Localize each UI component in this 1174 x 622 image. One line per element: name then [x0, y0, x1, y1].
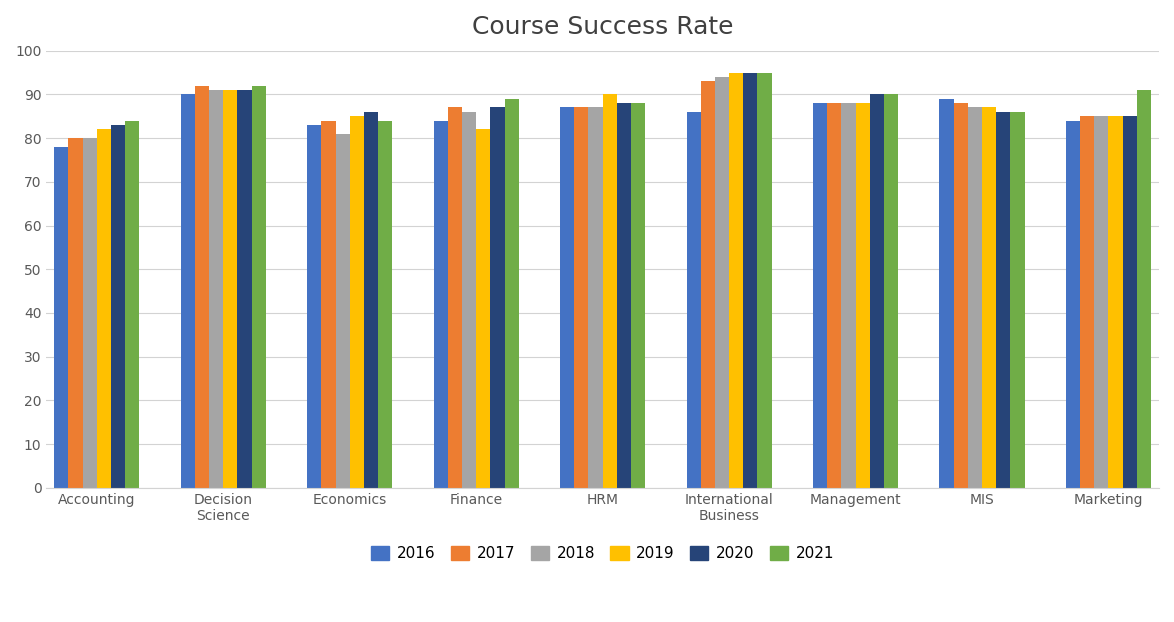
Bar: [1136, 90, 1151, 488]
Bar: [602, 95, 616, 488]
Bar: [812, 103, 828, 488]
Bar: [1080, 116, 1094, 488]
Bar: [1122, 116, 1136, 488]
Bar: [715, 77, 729, 488]
Bar: [463, 112, 477, 488]
Bar: [757, 73, 771, 488]
Bar: [743, 73, 757, 488]
Bar: [630, 103, 646, 488]
Bar: [195, 86, 209, 488]
Bar: [350, 116, 364, 488]
Bar: [447, 108, 463, 488]
Bar: [588, 108, 602, 488]
Bar: [1108, 116, 1122, 488]
Bar: [616, 103, 630, 488]
Bar: [378, 121, 392, 488]
Bar: [1011, 112, 1025, 488]
Bar: [181, 95, 195, 488]
Bar: [336, 134, 350, 488]
Bar: [687, 112, 701, 488]
Bar: [574, 108, 588, 488]
Bar: [126, 121, 140, 488]
Bar: [939, 99, 953, 488]
Bar: [505, 99, 519, 488]
Bar: [884, 95, 898, 488]
Bar: [364, 112, 378, 488]
Legend: 2016, 2017, 2018, 2019, 2020, 2021: 2016, 2017, 2018, 2019, 2020, 2021: [365, 541, 841, 567]
Bar: [223, 90, 237, 488]
Bar: [701, 81, 715, 488]
Bar: [251, 86, 265, 488]
Bar: [322, 121, 336, 488]
Bar: [237, 90, 251, 488]
Bar: [981, 108, 997, 488]
Bar: [953, 103, 967, 488]
Bar: [828, 103, 842, 488]
Bar: [560, 108, 574, 488]
Bar: [856, 103, 870, 488]
Bar: [54, 147, 68, 488]
Bar: [997, 112, 1011, 488]
Bar: [82, 138, 96, 488]
Bar: [1066, 121, 1080, 488]
Bar: [842, 103, 856, 488]
Bar: [967, 108, 981, 488]
Title: Course Success Rate: Course Success Rate: [472, 15, 734, 39]
Bar: [96, 129, 112, 488]
Bar: [433, 121, 447, 488]
Bar: [68, 138, 82, 488]
Bar: [1094, 116, 1108, 488]
Bar: [477, 129, 491, 488]
Bar: [870, 95, 884, 488]
Bar: [308, 125, 322, 488]
Bar: [729, 73, 743, 488]
Bar: [491, 108, 505, 488]
Bar: [112, 125, 126, 488]
Bar: [209, 90, 223, 488]
